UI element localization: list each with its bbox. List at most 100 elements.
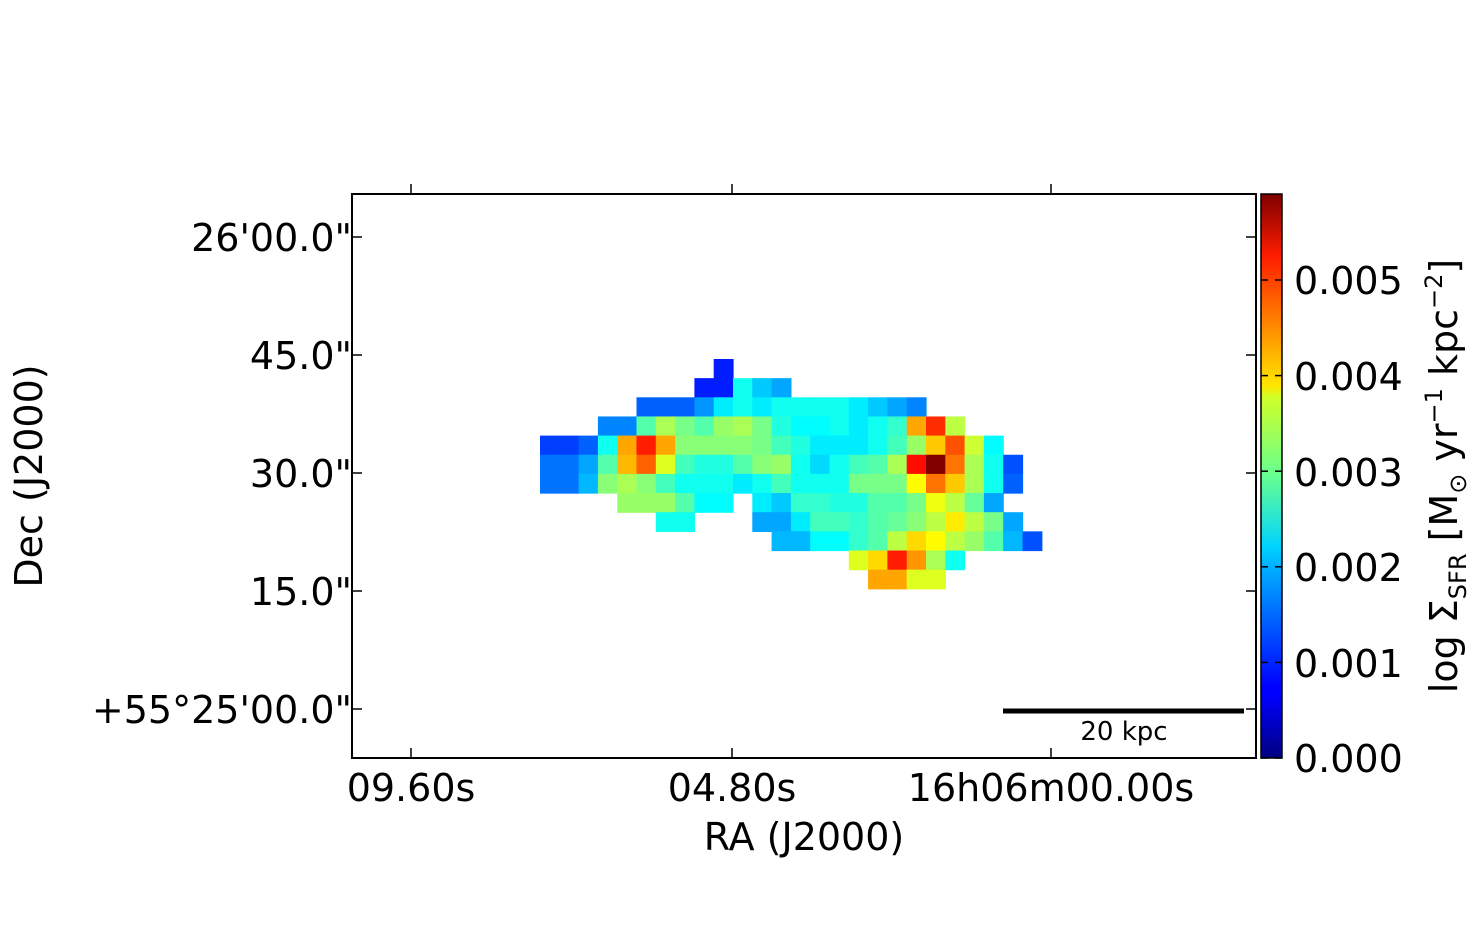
heatmap-cell <box>578 454 599 475</box>
x-tick-label: 09.60s <box>347 766 476 810</box>
heatmap-cell <box>655 435 676 456</box>
colorbar-tick-label: 0.000 <box>1294 737 1403 781</box>
heatmap-cell <box>655 512 676 532</box>
heatmap-cell <box>887 493 908 513</box>
heatmap-cell <box>713 493 734 513</box>
heatmap-cell <box>713 454 734 475</box>
heatmap-cell <box>926 454 946 475</box>
scale-bar-label: 20 kpc <box>1080 717 1167 747</box>
heatmap-cell <box>597 435 618 456</box>
heatmap-cell <box>926 473 946 494</box>
heatmap-cell <box>868 550 888 571</box>
y-tick-label: 45.0" <box>250 334 352 378</box>
heatmap-cell <box>771 435 792 456</box>
heatmap-cell <box>559 435 580 456</box>
heatmap-cell <box>906 569 927 590</box>
heatmap-cell <box>829 454 850 475</box>
heatmap-cell <box>964 473 985 494</box>
heatmap-cell <box>675 435 695 456</box>
heatmap-cell <box>655 493 676 513</box>
heatmap-cell <box>848 454 869 475</box>
heatmap-cell <box>964 435 985 456</box>
heatmap-cell <box>713 359 734 379</box>
plot-frame <box>351 193 1257 759</box>
heatmap-cell <box>636 435 657 456</box>
x-ticks <box>410 184 1052 758</box>
heatmap-cell <box>926 569 946 590</box>
heatmap-cell <box>810 531 831 552</box>
heatmap-cell <box>694 378 715 398</box>
heatmap-cell <box>578 435 599 456</box>
colorbar-label: log ΣSFR [M⊙ yr−1 kpc−2] <box>1420 259 1472 693</box>
heatmap-cell <box>926 512 946 532</box>
heatmap-cell <box>675 416 695 437</box>
heatmap-cell <box>675 493 695 513</box>
heatmap-cell <box>771 493 792 513</box>
heatmap-cell <box>771 378 792 398</box>
heatmap-cell <box>887 397 908 418</box>
heatmap-cell <box>848 397 869 418</box>
heatmap-cell <box>964 512 985 532</box>
heatmap-cell <box>906 493 927 513</box>
heatmap-cell <box>945 416 966 437</box>
heatmap-cell <box>655 473 676 494</box>
heatmap-cell <box>945 454 966 475</box>
heatmap-cell <box>713 378 734 398</box>
heatmap-cell <box>906 512 927 532</box>
heatmap-cell <box>810 512 831 532</box>
heatmap-cell <box>752 397 773 418</box>
heatmap-cell <box>771 531 792 552</box>
heatmap-cell <box>1003 531 1024 552</box>
heatmap-cell <box>848 493 869 513</box>
heatmap-cell <box>617 493 638 513</box>
heatmap-cell <box>887 512 908 532</box>
heatmap-cell <box>983 512 1004 532</box>
heatmap-cell <box>848 550 869 571</box>
heatmap-cell <box>810 493 831 513</box>
heatmap-cell <box>617 435 638 456</box>
colorbar-tick-label: 0.005 <box>1294 259 1403 303</box>
heatmap-cell <box>945 473 966 494</box>
heatmap-cell <box>868 416 888 437</box>
heatmap-cell <box>829 397 850 418</box>
heatmap-cell <box>945 550 966 571</box>
heatmap-cell <box>694 454 715 475</box>
heatmap-cell <box>636 397 657 418</box>
heatmap-cell <box>810 473 831 494</box>
heatmap-cell <box>752 473 773 494</box>
heatmap-cell <box>790 435 811 456</box>
heatmap-cell <box>597 454 618 475</box>
heatmap-cell <box>733 416 753 437</box>
heatmap-cell <box>906 435 927 456</box>
heatmap-cell <box>829 531 850 552</box>
heatmap-cell <box>559 454 580 475</box>
heatmap-cell <box>636 416 657 437</box>
heatmap-cell <box>790 493 811 513</box>
heatmap-cell <box>752 512 773 532</box>
heatmap-cell <box>868 454 888 475</box>
heatmap-cell <box>655 397 676 418</box>
x-axis-title: RA (J2000) <box>704 815 905 859</box>
heatmap-cell <box>771 397 792 418</box>
heatmap-cell <box>694 435 715 456</box>
heatmap-cell <box>983 473 1004 494</box>
heatmap-cell <box>771 416 792 437</box>
heatmap-cell <box>752 454 773 475</box>
heatmap-cell <box>733 435 753 456</box>
heatmap-cell <box>906 454 927 475</box>
heatmap-cell <box>790 512 811 532</box>
heatmap-cell <box>906 416 927 437</box>
y-tick-label: 26'00.0" <box>191 216 352 260</box>
heatmap-cell <box>926 550 946 571</box>
heatmap-cell <box>694 473 715 494</box>
heatmap-cell <box>713 473 734 494</box>
heatmap-cell <box>540 454 560 475</box>
heatmap-cell <box>675 473 695 494</box>
y-tick-label: 15.0" <box>250 570 352 614</box>
heatmap-cell <box>733 454 753 475</box>
colorbar-tick-label: 0.003 <box>1294 451 1403 495</box>
heatmap-cell <box>906 531 927 552</box>
heatmap-cell <box>887 473 908 494</box>
heatmap-cell <box>906 473 927 494</box>
heatmap-cell <box>1003 512 1024 532</box>
